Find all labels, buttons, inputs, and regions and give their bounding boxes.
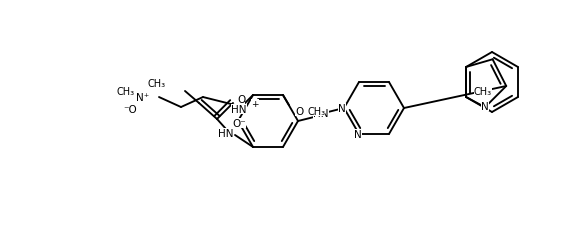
Text: +: + xyxy=(251,99,259,108)
Text: CH₃: CH₃ xyxy=(474,87,492,97)
Text: N: N xyxy=(354,129,362,139)
Text: N: N xyxy=(481,102,489,112)
Text: ⁻O: ⁻O xyxy=(123,105,137,115)
Text: HN: HN xyxy=(313,109,329,119)
Text: CH₃: CH₃ xyxy=(307,106,325,116)
Text: CH₃: CH₃ xyxy=(148,79,166,89)
Text: HN: HN xyxy=(218,128,234,138)
Text: O: O xyxy=(295,106,303,116)
Text: N⁺: N⁺ xyxy=(136,93,149,103)
Text: O⁻: O⁻ xyxy=(232,119,246,128)
Text: HN: HN xyxy=(231,105,247,115)
Text: CH₃: CH₃ xyxy=(117,87,135,97)
Text: N: N xyxy=(338,103,346,113)
Text: O: O xyxy=(237,94,245,105)
